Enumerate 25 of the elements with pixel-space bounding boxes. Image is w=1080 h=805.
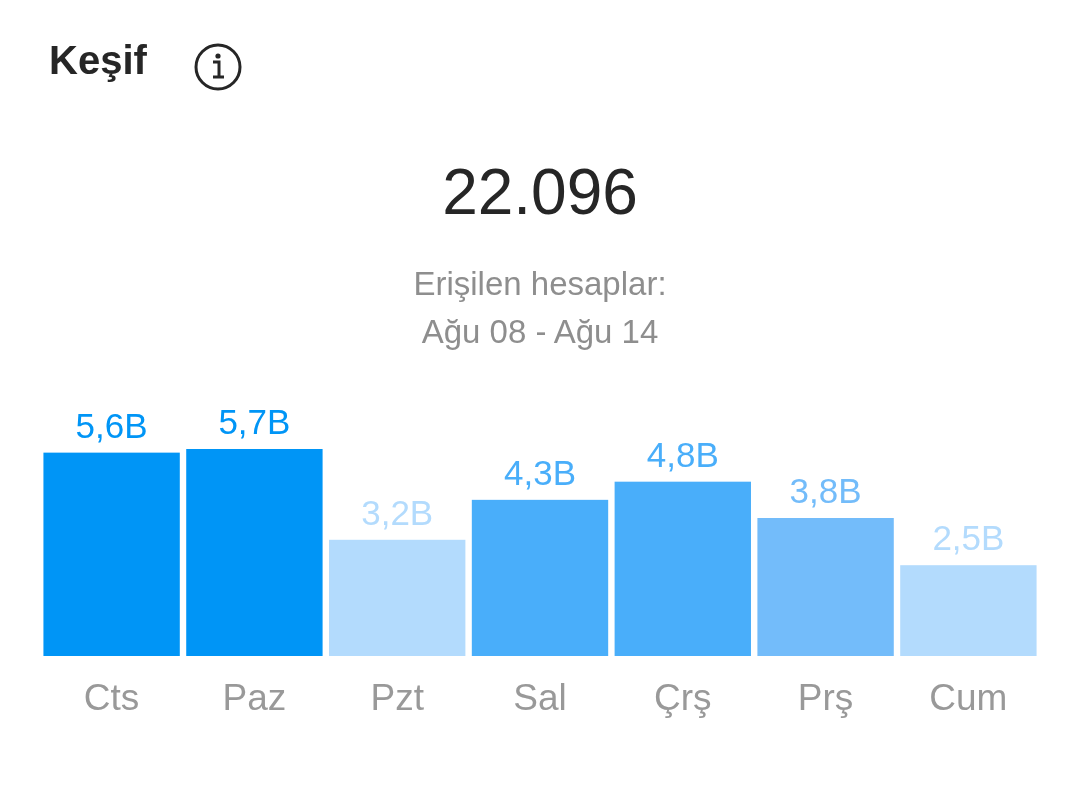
data-label: 2,5B — [932, 518, 1005, 558]
x-tick-label: Cts — [83, 677, 140, 718]
data-label: 3,8B — [789, 471, 862, 510]
data-label: 3,2B — [361, 492, 434, 532]
data-label: 4,8B — [646, 434, 719, 474]
chart-title: Keşif — [49, 38, 148, 82]
bar — [43, 452, 180, 656]
x-tick-label: Sal — [513, 677, 567, 718]
bar — [329, 539, 466, 656]
x-tick-label: Cum — [929, 677, 1008, 718]
x-tick-label: Çrş — [654, 677, 712, 718]
x-tick-label: Paz — [222, 677, 287, 718]
data-label: 4,3B — [504, 452, 576, 492]
text: Ağu 08 - Ağu 14 — [421, 313, 659, 350]
data-label: 5,7B — [218, 402, 291, 441]
x-tick-label: Pzt — [370, 677, 425, 718]
bar — [614, 481, 751, 656]
bar — [186, 449, 323, 656]
data-label: 5,6B — [75, 405, 148, 445]
bar — [471, 499, 609, 656]
bar — [757, 518, 894, 656]
bar — [900, 565, 1037, 656]
text: 22.096 — [442, 156, 638, 228]
x-tick-label: Prş — [797, 677, 854, 718]
text: Erişilen hesaplar: — [413, 265, 667, 302]
